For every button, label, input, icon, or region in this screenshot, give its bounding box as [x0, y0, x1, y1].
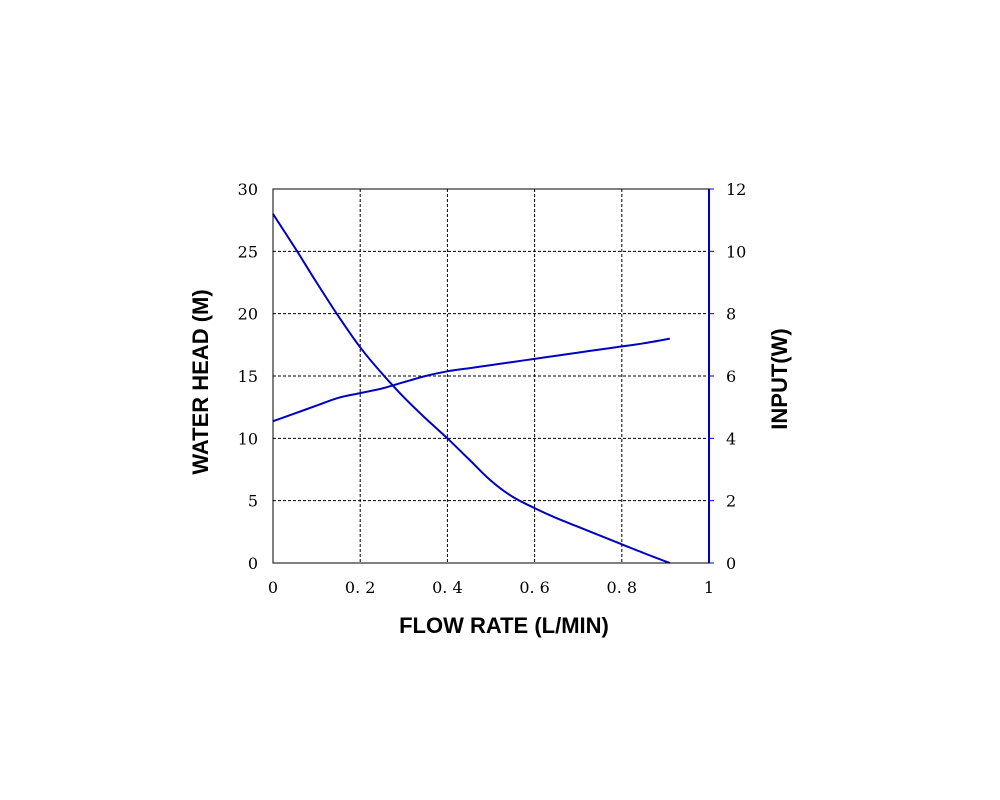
x-axis-title: FLOW RATE (L/MIN) [399, 613, 609, 638]
water-head-line [272, 213, 671, 564]
y-tick-label: 5 [248, 492, 258, 511]
y-tick-label: 20 [238, 305, 258, 324]
x-tick-label: 0. 6 [519, 578, 550, 597]
x-tick-label: 0. 2 [345, 578, 376, 597]
x-tick-label: 0. 4 [432, 578, 463, 597]
y-tick-label: 0 [248, 554, 258, 573]
y-tick-label: 30 [238, 180, 258, 199]
series-layer [272, 213, 671, 564]
y2-tick-label: 4 [726, 429, 736, 448]
grid-layer [273, 189, 709, 563]
y2-tick-label: 6 [726, 367, 736, 386]
x-tick-label: 0 [268, 578, 278, 597]
y-axis-title: WATER HEAD (M) [188, 289, 213, 474]
y2-tick-label: 12 [726, 180, 746, 199]
y-tick-label: 15 [238, 367, 258, 386]
y2-axis-title: INPUT(W) [767, 328, 792, 429]
y2-tick-label: 2 [726, 492, 736, 511]
y-tick-label: 10 [238, 429, 258, 448]
input-power-line [272, 337, 670, 423]
y2-tick-label: 8 [726, 305, 736, 324]
y-tick-label: 25 [238, 242, 258, 261]
y2-tick-label: 0 [726, 554, 736, 573]
x-tick-label: 1 [704, 578, 714, 597]
y2-tick-label: 10 [726, 242, 746, 261]
x-tick-label: 0. 8 [607, 578, 638, 597]
